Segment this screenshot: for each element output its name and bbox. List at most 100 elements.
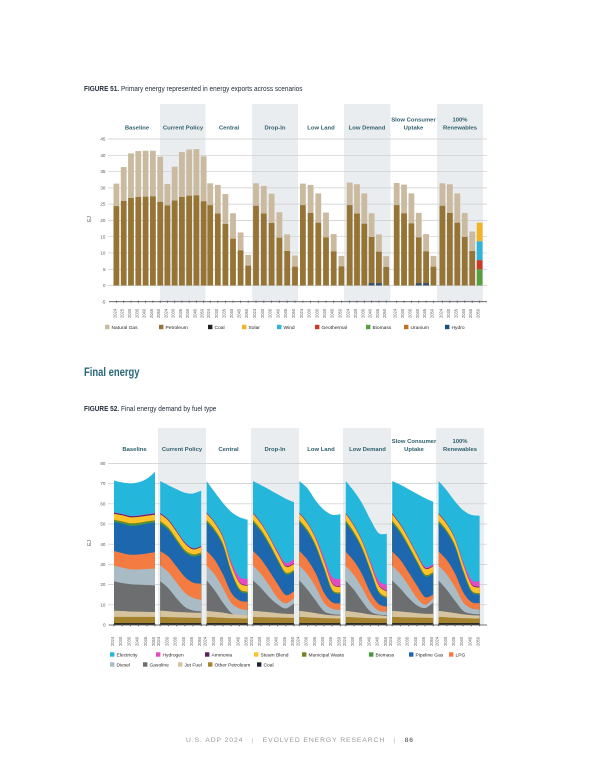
svg-text:2050: 2050 [476,636,481,646]
svg-text:Steam Blend: Steam Blend [261,652,289,658]
svg-text:2035: 2035 [407,308,412,318]
svg-text:Other Petroleum: Other Petroleum [215,662,251,668]
svg-text:Low Land: Low Land [307,447,335,453]
svg-text:Diesel: Diesel [117,662,131,668]
svg-text:25: 25 [100,202,106,207]
svg-text:2024: 2024 [110,636,115,646]
svg-text:Geothermal: Geothermal [322,325,348,331]
svg-text:2040: 2040 [181,636,186,646]
svg-text:20: 20 [100,582,106,587]
svg-text:2045: 2045 [330,308,335,318]
svg-text:Low Demand: Low Demand [349,447,386,453]
svg-text:Uranium: Uranium [411,325,429,331]
svg-text:Uptake: Uptake [404,126,424,132]
svg-text:2045: 2045 [422,308,427,318]
svg-text:Renewables: Renewables [443,447,478,453]
svg-text:2050: 2050 [156,308,161,318]
svg-text:2045: 2045 [328,636,333,646]
svg-text:2024: 2024 [112,308,117,318]
svg-text:2024: 2024 [163,308,168,318]
svg-text:2025: 2025 [120,308,125,318]
svg-text:50: 50 [100,522,106,527]
svg-text:2024: 2024 [206,308,211,318]
svg-text:2050: 2050 [200,308,205,318]
svg-text:2045: 2045 [237,308,242,318]
svg-text:Uptake: Uptake [404,447,424,453]
svg-text:2040: 2040 [368,308,373,318]
svg-text:2024: 2024 [388,636,393,646]
svg-text:2045: 2045 [421,636,426,646]
svg-text:15: 15 [100,234,106,239]
svg-text:Pipeline Gas: Pipeline Gas [416,652,444,658]
svg-text:2050: 2050 [151,636,156,646]
svg-text:2035: 2035 [268,308,273,318]
svg-text:2035: 2035 [312,636,317,646]
svg-text:2030: 2030 [211,636,216,646]
svg-text:2040: 2040 [142,308,147,318]
svg-text:2050: 2050 [383,636,388,646]
svg-text:Coal: Coal [264,662,274,668]
svg-text:2030: 2030 [164,636,169,646]
svg-text:Current Policy: Current Policy [163,126,204,132]
svg-text:2030: 2030 [257,636,262,646]
svg-text:2050: 2050 [244,636,249,646]
svg-text:2050: 2050 [476,308,481,318]
svg-text:10: 10 [100,602,106,607]
svg-text:2045: 2045 [375,636,380,646]
svg-text:2050: 2050 [291,308,296,318]
svg-text:2024: 2024 [156,636,161,646]
svg-text:Gasoline: Gasoline [150,662,170,668]
svg-text:100%: 100% [452,118,468,124]
svg-text:2050: 2050 [244,308,249,318]
svg-text:Drop-In: Drop-In [265,126,286,132]
svg-text:2045: 2045 [192,308,197,318]
svg-text:2040: 2040 [275,308,280,318]
svg-text:2050: 2050 [336,636,341,646]
svg-text:Hydrogen: Hydrogen [163,652,184,658]
svg-text:40: 40 [100,153,106,158]
svg-text:2045: 2045 [282,636,287,646]
svg-text:2024: 2024 [435,636,440,646]
svg-text:2030: 2030 [396,636,401,646]
svg-text:45: 45 [100,137,106,142]
svg-text:Coal: Coal [215,325,225,331]
svg-text:2024: 2024 [203,636,208,646]
svg-text:10: 10 [100,251,106,256]
svg-text:2045: 2045 [283,308,288,318]
svg-text:Central: Central [219,126,240,132]
svg-text:2050: 2050 [197,636,202,646]
svg-text:-5: -5 [101,300,106,305]
svg-text:2024: 2024 [299,308,304,318]
svg-text:Solar: Solar [249,325,261,331]
svg-text:80: 80 [100,461,106,466]
svg-text:2040: 2040 [322,308,327,318]
svg-text:2040: 2040 [415,308,420,318]
svg-text:Jet Fuel: Jet Fuel [185,662,202,668]
svg-text:Current Policy: Current Policy [162,447,203,453]
svg-text:2035: 2035 [405,636,410,646]
svg-text:Biomass: Biomass [376,652,395,658]
svg-text:2030: 2030 [400,308,405,318]
svg-text:2045: 2045 [375,308,380,318]
svg-text:Slow Consumer: Slow Consumer [391,118,436,124]
svg-text:35: 35 [100,169,106,174]
svg-text:2035: 2035 [360,308,365,318]
svg-text:Wind: Wind [284,325,295,331]
svg-text:0: 0 [103,283,106,288]
svg-text:100%: 100% [452,439,468,445]
svg-text:2035: 2035 [219,636,224,646]
svg-text:LPG: LPG [456,652,466,658]
svg-text:2040: 2040 [185,308,190,318]
svg-text:Natural Gas: Natural Gas [112,325,139,331]
svg-text:2040: 2040 [135,636,140,646]
svg-text:2035: 2035 [451,636,456,646]
svg-text:2035: 2035 [221,308,226,318]
svg-text:Baseline: Baseline [122,447,147,453]
svg-text:2030: 2030 [260,308,265,318]
svg-text:Slow Consumer: Slow Consumer [392,439,437,445]
svg-text:2040: 2040 [366,636,371,646]
svg-text:70: 70 [100,481,106,486]
svg-text:2024: 2024 [393,308,398,318]
svg-text:EJ: EJ [87,216,93,222]
svg-text:30: 30 [100,185,106,190]
